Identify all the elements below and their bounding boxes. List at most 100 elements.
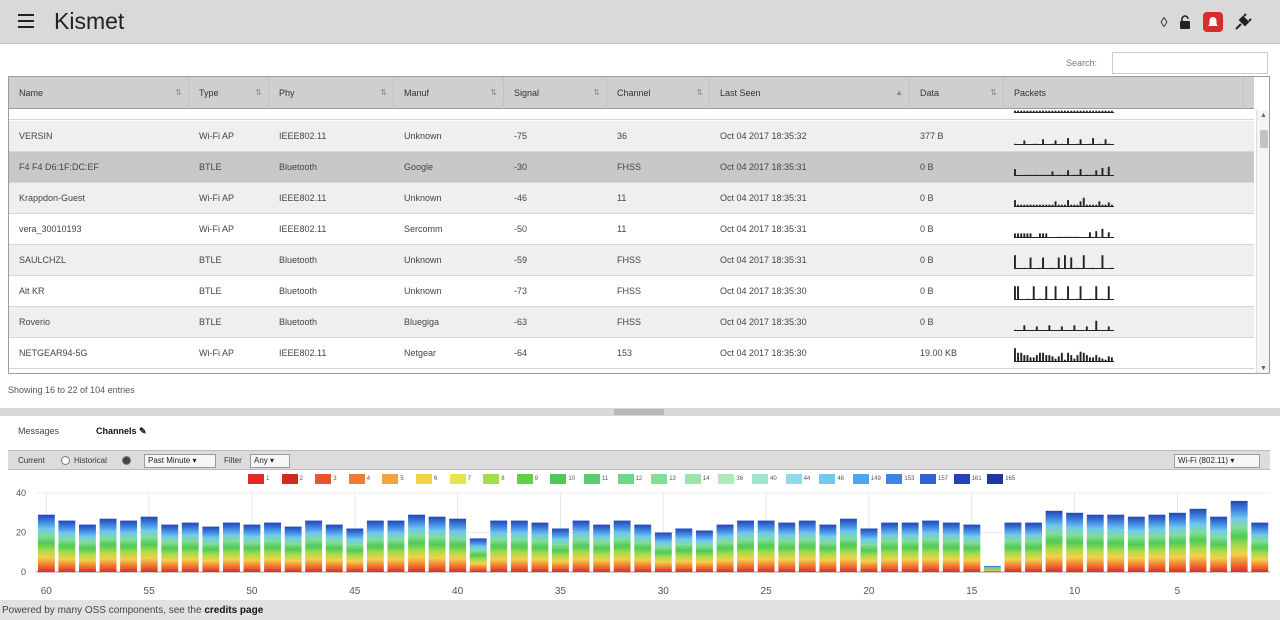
legend-item[interactable]: 149 xyxy=(852,473,881,485)
column-header-last-seen[interactable]: Last Seen ▲ xyxy=(710,77,910,109)
legend-item[interactable]: 2 xyxy=(281,473,303,485)
sort-icon[interactable]: ⇅ xyxy=(593,88,600,97)
chart-bar xyxy=(202,526,220,572)
sparkline-bar xyxy=(1014,286,1016,300)
target-icon[interactable]: ◊ xyxy=(1160,14,1168,30)
chart-bar xyxy=(798,520,816,572)
unlock-icon[interactable] xyxy=(1178,12,1192,32)
filter-select[interactable]: Any ▾ xyxy=(250,454,290,468)
panel-divider[interactable] xyxy=(0,408,1280,416)
legend-item[interactable]: 13 xyxy=(651,473,676,485)
legend-item[interactable]: 9 xyxy=(516,473,538,485)
legend-item[interactable]: 44 xyxy=(785,473,810,485)
legend-item[interactable]: 1 xyxy=(248,473,269,485)
table-row[interactable]: NETGEAR94-5G Wi-Fi AP IEEE802.11 Netgear -64… xyxy=(9,338,1254,369)
table-row[interactable]: VERSIN Wi-Fi AP IEEE802.11 Unknown -75 36 Oct … xyxy=(9,121,1254,152)
search-input[interactable] xyxy=(1112,52,1268,74)
sparkline-bar xyxy=(1060,298,1063,300)
menu-icon[interactable] xyxy=(18,14,34,28)
table-row[interactable]: Krappdon-Guest Wi-Fi AP IEEE802.11 Unknown -… xyxy=(9,183,1254,214)
cell-phy: IEEE802.11 xyxy=(279,348,327,358)
historical-radio[interactable] xyxy=(122,456,131,465)
table-scrollbar[interactable]: ▲ ▼ xyxy=(1256,110,1269,373)
legend-item[interactable]: 7 xyxy=(449,473,471,485)
scroll-thumb[interactable] xyxy=(1260,130,1268,148)
plugin-icon[interactable] xyxy=(1233,12,1253,32)
legend-item[interactable]: 3 xyxy=(315,473,337,485)
legend-item[interactable]: 10 xyxy=(550,473,575,485)
tab-messages[interactable]: Messages xyxy=(18,426,60,436)
legend-item[interactable]: 36 xyxy=(718,473,743,485)
legend-item[interactable]: 5 xyxy=(382,473,404,485)
sort-icon[interactable]: ⇅ xyxy=(175,88,182,97)
legend-item[interactable]: 6 xyxy=(416,473,437,485)
column-header-channel[interactable]: Channel ⇅ xyxy=(607,77,710,109)
table-row[interactable]: vera_30010193 Wi-Fi AP IEEE802.11 Sercomm -5… xyxy=(9,214,1254,245)
column-header-manuf[interactable]: Manuf ⇅ xyxy=(394,77,504,109)
sort-asc-icon[interactable]: ▲ xyxy=(895,88,903,97)
legend-item[interactable]: 14 xyxy=(684,473,709,485)
legend-item[interactable]: 12 xyxy=(617,473,642,485)
divider-handle[interactable] xyxy=(614,409,664,415)
legend-swatch xyxy=(852,474,869,484)
sort-icon[interactable]: ⇅ xyxy=(990,88,997,97)
top-bar: Kismet ◊ xyxy=(0,0,1280,44)
packets-sparkline xyxy=(1014,228,1114,238)
table-row[interactable] xyxy=(9,110,1254,120)
table-row[interactable]: Roverio BTLE Bluetooth Bluegiga -63 FHSS Oct 0… xyxy=(9,307,1254,338)
sparkline-bar xyxy=(1048,110,1051,113)
scroll-up-icon[interactable]: ▲ xyxy=(1260,112,1267,119)
table-row[interactable]: F4 F4 D6:1F:DC:EF BTLE Bluetooth Google -30 F… xyxy=(9,152,1254,183)
sparkline-bar xyxy=(1067,110,1069,113)
credits-link[interactable]: credits page xyxy=(204,605,264,616)
sparkline-bar xyxy=(1051,171,1054,176)
phy-select[interactable]: Wi-Fi (802.11) ▾ xyxy=(1174,454,1260,468)
sort-icon[interactable]: ⇅ xyxy=(696,88,703,97)
alert-icon[interactable] xyxy=(1203,12,1223,32)
scroll-down-icon[interactable]: ▼ xyxy=(1260,365,1267,372)
legend-item[interactable]: 4 xyxy=(348,473,370,485)
sparkline-bar xyxy=(1073,358,1076,362)
legend-item[interactable]: 165 xyxy=(987,473,1015,485)
mode-select[interactable]: Past Minute ▾ xyxy=(144,454,216,468)
tab-channels[interactable]: Channels ✎ xyxy=(96,426,147,436)
legend-item[interactable]: 48 xyxy=(819,473,844,485)
table-row[interactable]: SAULCHZL BTLE Bluetooth Unknown -59 FHSS Oct 0… xyxy=(9,245,1254,276)
sparkline-bar xyxy=(1045,233,1048,238)
legend-item[interactable]: 157 xyxy=(920,473,948,485)
column-label: Channel xyxy=(617,88,651,98)
sparkline-bar xyxy=(1023,204,1026,207)
sparkline-bar xyxy=(1042,352,1044,362)
column-header-name[interactable]: Name ⇅ xyxy=(9,77,189,109)
chart-bar xyxy=(408,514,425,572)
chart-bar xyxy=(654,532,672,572)
legend-swatch xyxy=(315,474,332,484)
sparkline-bar xyxy=(1095,355,1098,362)
sparkline-bar xyxy=(1023,267,1026,269)
legend-item[interactable]: 40 xyxy=(752,473,777,485)
cell-last-seen: Oct 04 2017 18:35:31 xyxy=(720,224,807,234)
legend-item[interactable]: 161 xyxy=(953,473,982,485)
footer: Powered by many OSS components, see the … xyxy=(0,600,1280,620)
legend-item[interactable]: 11 xyxy=(584,473,608,485)
chart-bar xyxy=(140,516,158,572)
column-header-signal[interactable]: Signal ⇅ xyxy=(504,77,607,109)
legend-swatch xyxy=(617,474,634,484)
column-header-phy[interactable]: Phy ⇅ xyxy=(269,77,394,109)
column-header-data[interactable]: Data ⇅ xyxy=(910,77,1004,109)
sparkline-bar xyxy=(1057,257,1060,269)
current-radio[interactable] xyxy=(61,456,70,465)
column-header-type[interactable]: Type ⇅ xyxy=(189,77,269,109)
x-tick-label: 15 xyxy=(966,586,978,597)
sparkline-bar xyxy=(1107,110,1110,113)
sparkline-bar xyxy=(1057,356,1060,362)
sort-icon[interactable]: ⇅ xyxy=(380,88,387,97)
column-header-packets[interactable]: Packets xyxy=(1004,77,1244,109)
legend-item[interactable]: 153 xyxy=(886,473,914,485)
sort-icon[interactable]: ⇅ xyxy=(255,88,262,97)
table-row[interactable]: Alt KR BTLE Bluetooth Unknown -73 FHSS Oct 04 … xyxy=(9,276,1254,307)
sparkline-bar xyxy=(1054,140,1057,145)
chart-bar xyxy=(613,520,631,572)
legend-item[interactable]: 8 xyxy=(483,473,505,485)
sort-icon[interactable]: ⇅ xyxy=(490,88,497,97)
